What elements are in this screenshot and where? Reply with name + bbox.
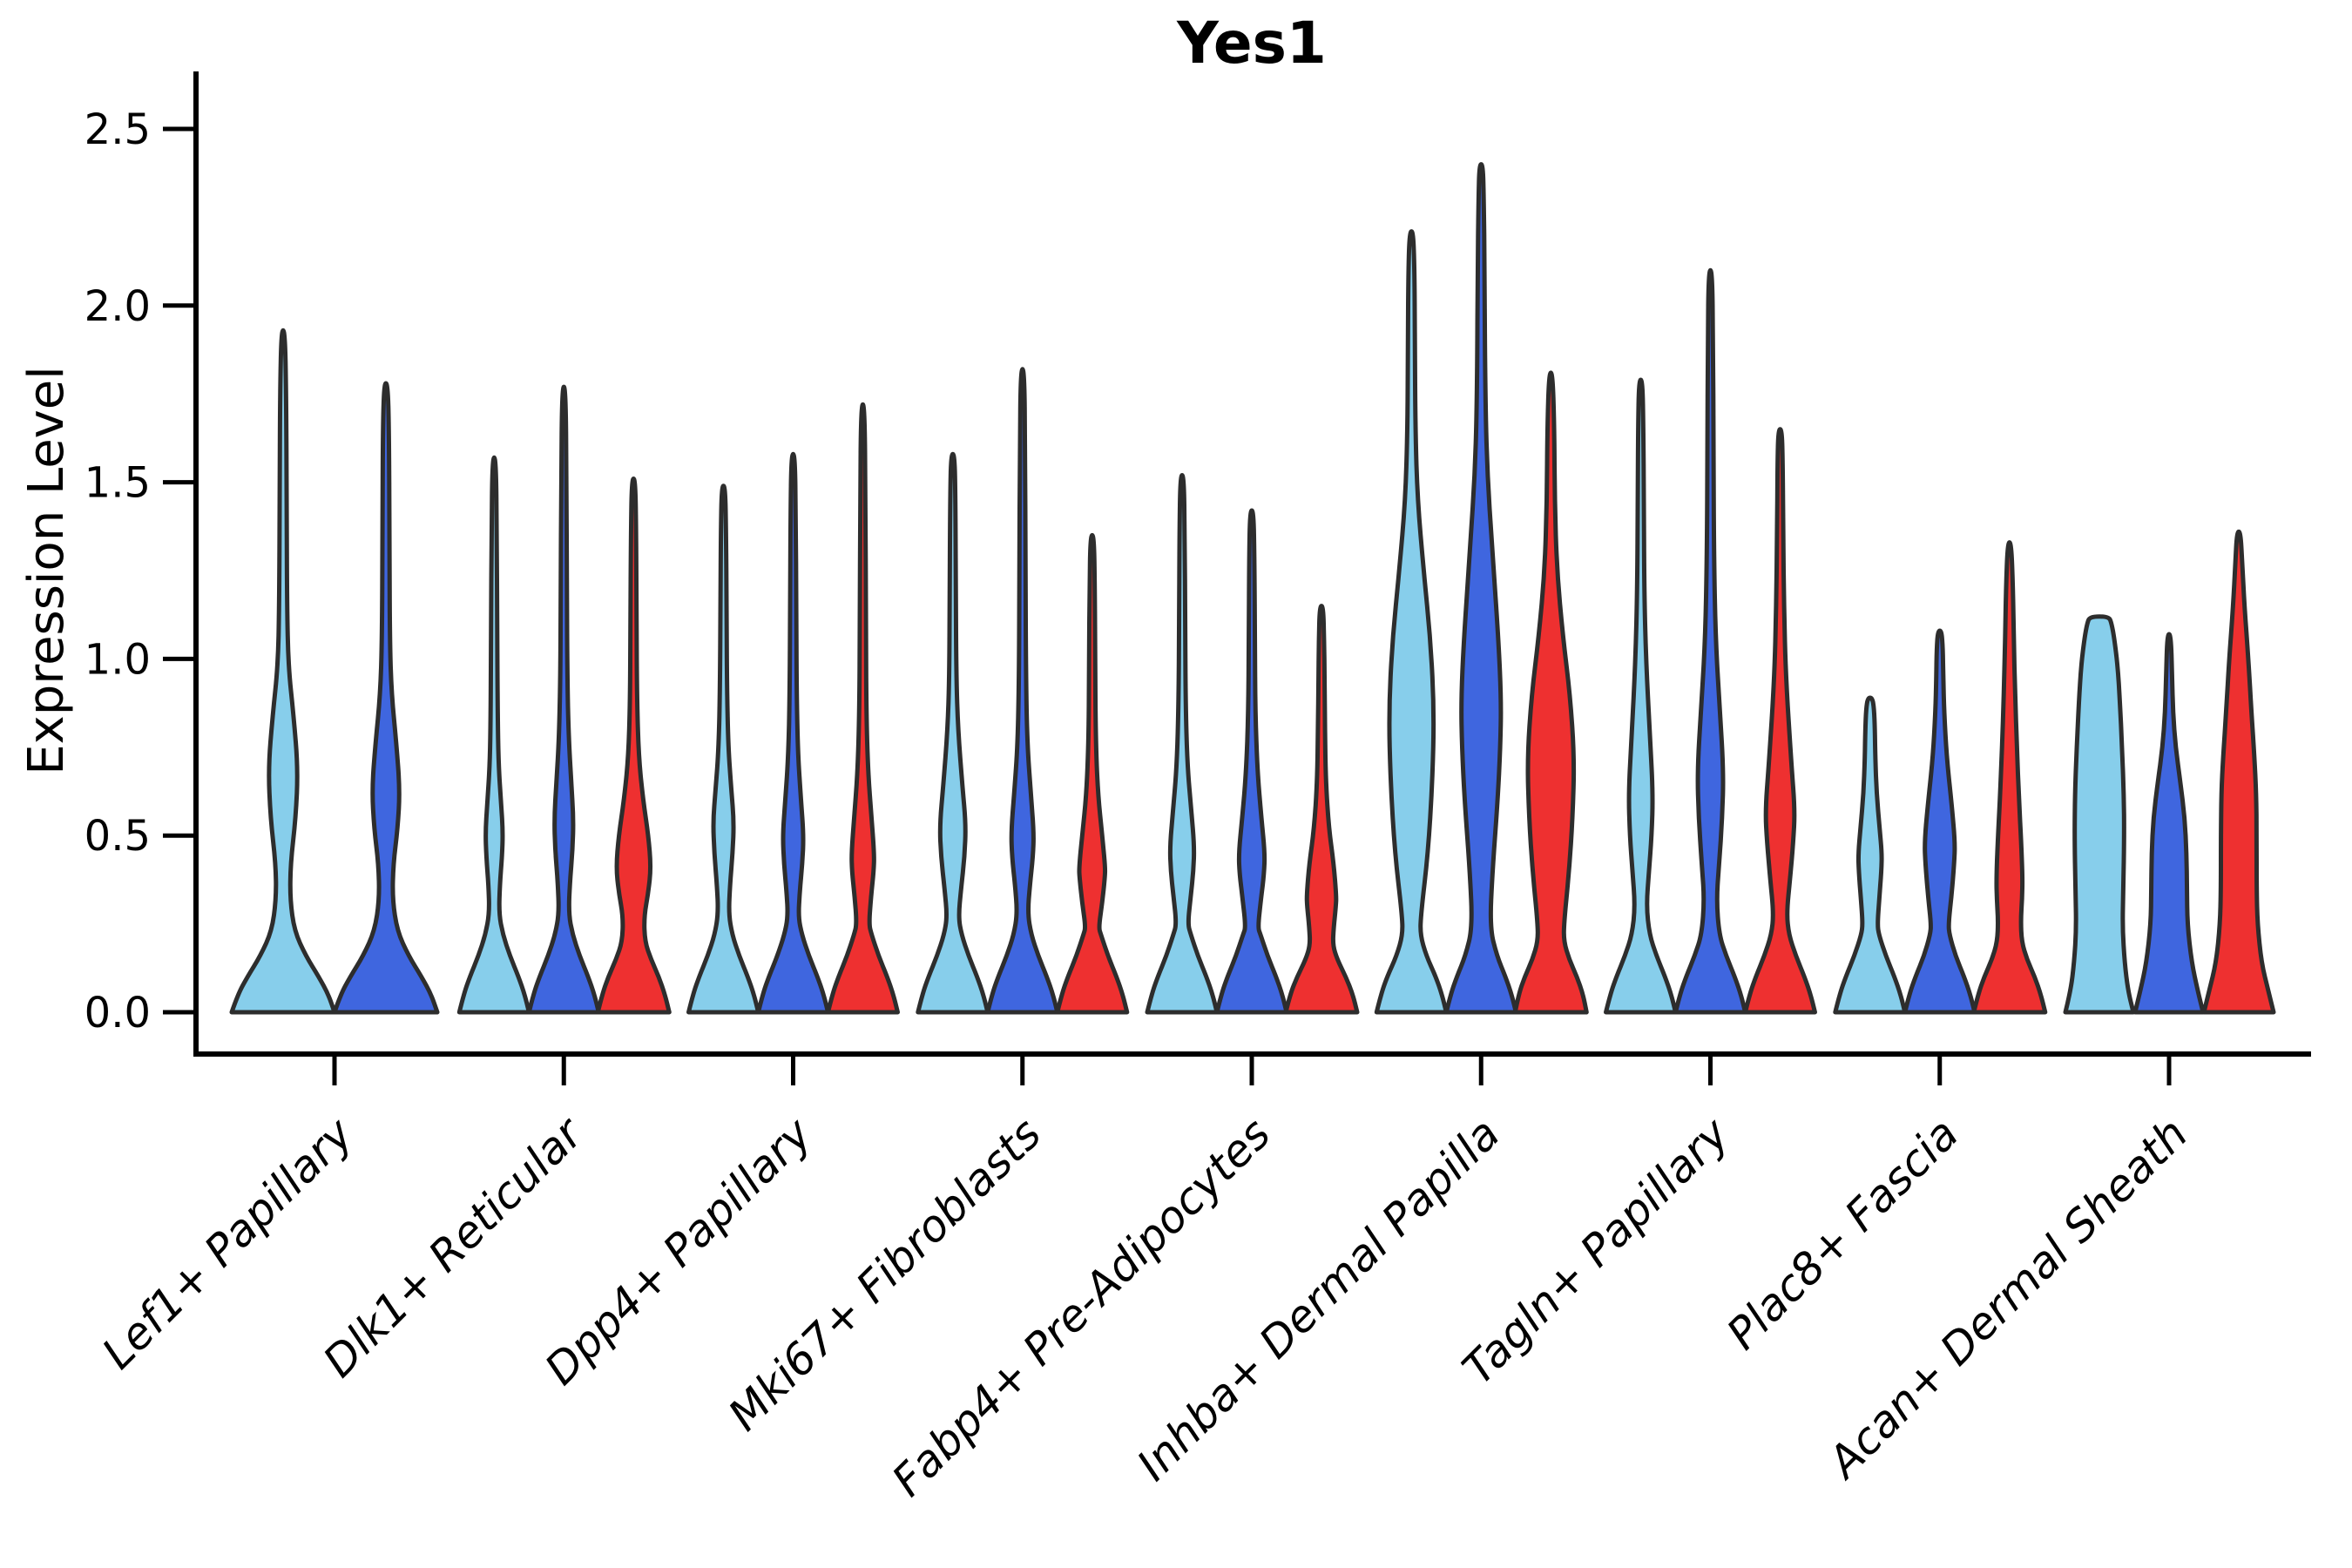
violins-layer [229, 162, 2276, 1015]
y-tick-label: 1.5 [84, 459, 151, 508]
x-tick-label: Acan+ Dermal Sheath [1817, 1108, 2198, 1489]
violin-inhba-dermal-papilla-red [1512, 370, 1589, 1015]
x-tick-label: Lef1+ Papillary [92, 1107, 363, 1378]
violin-mki67-fibroblasts-red [1055, 532, 1130, 1015]
violin-dpp4-papillary-light_blue [686, 483, 760, 1015]
violin-dpp4-papillary-red [826, 402, 900, 1015]
violin-acan-dermal-sheath-light_blue [2063, 614, 2136, 1015]
x-tick-label: Inhba+ Dermal Papilla [1127, 1108, 1509, 1490]
y-tick-label: 2.0 [84, 282, 151, 331]
violin-mki67-fibroblasts-dark_blue [985, 367, 1060, 1015]
violin-acan-dermal-sheath-dark_blue [2132, 632, 2206, 1015]
violin-plac8-fascia-light_blue [1833, 695, 1908, 1015]
violin-lef1-papillary-dark_blue [332, 381, 440, 1015]
violin-mki67-fibroblasts-light_blue [916, 451, 990, 1015]
y-tick-label: 1.0 [84, 635, 151, 684]
x-tick-label: Plac8+ Fascia [1717, 1108, 1968, 1359]
y-tick-label: 0.0 [84, 989, 151, 1037]
violin-dlk1-reticular-dark_blue [526, 384, 601, 1015]
violin-fabp4-pre-adipocytes-light_blue [1145, 473, 1220, 1015]
violin-tagln-papillary-red [1743, 427, 1817, 1015]
violin-fabp4-pre-adipocytes-dark_blue [1214, 508, 1289, 1015]
y-tick-label: 2.5 [84, 105, 151, 154]
violin-acan-dermal-sheath-red [2201, 529, 2276, 1015]
y-axis-label: Expression Level [18, 366, 75, 775]
violin-inhba-dermal-papilla-light_blue [1374, 229, 1449, 1015]
violin-inhba-dermal-papilla-dark_blue [1443, 162, 1518, 1015]
violin-tagln-papillary-light_blue [1604, 377, 1678, 1015]
violin-dpp4-papillary-dark_blue [756, 451, 830, 1015]
violin-dlk1-reticular-red [595, 476, 672, 1015]
violin-plac8-fascia-red [1971, 540, 2048, 1015]
violin-plac8-fascia-dark_blue [1903, 628, 1977, 1015]
violin-fabp4-pre-adipocytes-red [1283, 604, 1360, 1015]
violin-tagln-papillary-dark_blue [1673, 267, 1747, 1015]
plot-title: Yes1 [1176, 10, 1327, 77]
y-tick-label: 0.5 [84, 812, 151, 861]
violin-dlk1-reticular-light_blue [456, 455, 531, 1015]
violin-lef1-papillary-light_blue [229, 328, 337, 1015]
x-tick-label: Fabp4+ Pre-Adipocytes [882, 1108, 1281, 1506]
